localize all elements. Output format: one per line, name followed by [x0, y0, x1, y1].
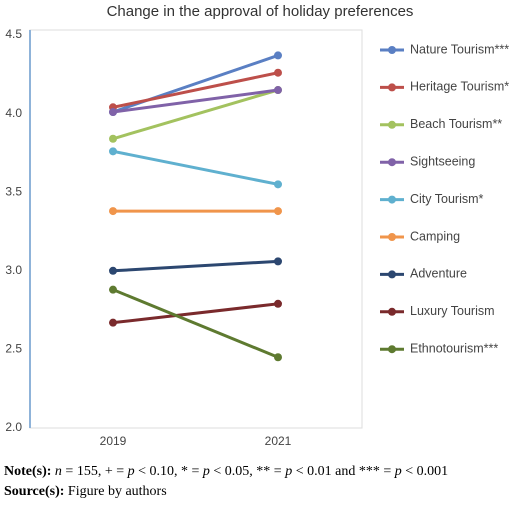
- legend-label: Nature Tourism***: [410, 42, 509, 56]
- y-tick-label: 4.0: [5, 106, 22, 120]
- point: [109, 285, 117, 294]
- note-seg: n: [54, 464, 62, 479]
- legend-label: Beach Tourism**: [410, 117, 502, 131]
- point: [274, 86, 282, 95]
- y-tick-label: 4.5: [5, 27, 22, 41]
- source-text: Figure by authors: [67, 484, 167, 499]
- legend-marker: [388, 158, 396, 167]
- point: [109, 207, 117, 216]
- note-seg: p: [394, 464, 402, 479]
- point: [274, 257, 282, 266]
- legend-marker: [388, 307, 396, 316]
- series-line: [112, 71, 279, 109]
- point: [109, 134, 117, 143]
- source-label: Source(s):: [4, 484, 65, 499]
- series-line: [112, 259, 279, 273]
- legend-label: Ethnotourism***: [410, 341, 498, 355]
- y-tick-label: 3.0: [5, 263, 22, 277]
- note-seg: = 155, + =: [61, 464, 128, 479]
- series-line: [112, 288, 279, 359]
- point: [109, 108, 117, 117]
- legend-marker: [388, 83, 396, 92]
- note-seg: < 0.10, * =: [134, 464, 203, 479]
- legend-marker: [388, 46, 396, 54]
- source-line: Source(s): Figure by authors: [4, 482, 448, 502]
- note-seg: < 0.01 and *** =: [292, 464, 395, 479]
- point: [274, 68, 282, 77]
- legend-label: Luxury Tourism: [410, 304, 495, 318]
- y-tick-label: 3.5: [5, 184, 22, 198]
- point: [109, 266, 117, 275]
- y-tick-label: 2.5: [5, 342, 22, 356]
- legend-label: Heritage Tourism*: [410, 80, 509, 94]
- note-line: Note(s): n = 155, + = p < 0.10, * = p < …: [4, 462, 448, 482]
- point: [109, 318, 117, 327]
- note-seg: p: [285, 464, 293, 479]
- legend-marker: [388, 120, 396, 129]
- point: [274, 299, 282, 308]
- legend-marker: [388, 345, 396, 354]
- legend-label: Adventure: [410, 267, 467, 281]
- note-seg: < 0.05, ** =: [209, 464, 286, 479]
- point: [274, 207, 282, 216]
- note-seg: < 0.001: [401, 464, 449, 479]
- point: [274, 51, 282, 60]
- series-line: [112, 88, 279, 114]
- x-tick-label: 2021: [265, 434, 292, 448]
- legend-label: Sightseeing: [410, 154, 475, 168]
- legend-marker: [388, 270, 396, 279]
- legend-marker: [388, 233, 396, 241]
- series-line: [112, 88, 279, 141]
- chart-title: Change in the approval of holiday prefer…: [107, 3, 414, 20]
- series-line: [112, 149, 279, 186]
- series-line: [112, 302, 279, 325]
- note-seg: p: [127, 464, 135, 479]
- legend-label: Camping: [410, 229, 460, 243]
- notes: Note(s): n = 155, + = p < 0.10, * = p < …: [4, 462, 448, 502]
- legend-label: City Tourism*: [410, 192, 484, 206]
- point: [109, 147, 117, 156]
- x-tick-label: 2019: [100, 434, 127, 448]
- point: [274, 180, 282, 189]
- chart: Change in the approval of holiday prefer…: [5, 3, 509, 448]
- note-label: Note(s):: [4, 464, 52, 479]
- legend-marker: [388, 195, 396, 204]
- note-seg: p: [202, 464, 210, 479]
- point: [274, 353, 282, 362]
- y-tick-label: 2.0: [5, 420, 22, 434]
